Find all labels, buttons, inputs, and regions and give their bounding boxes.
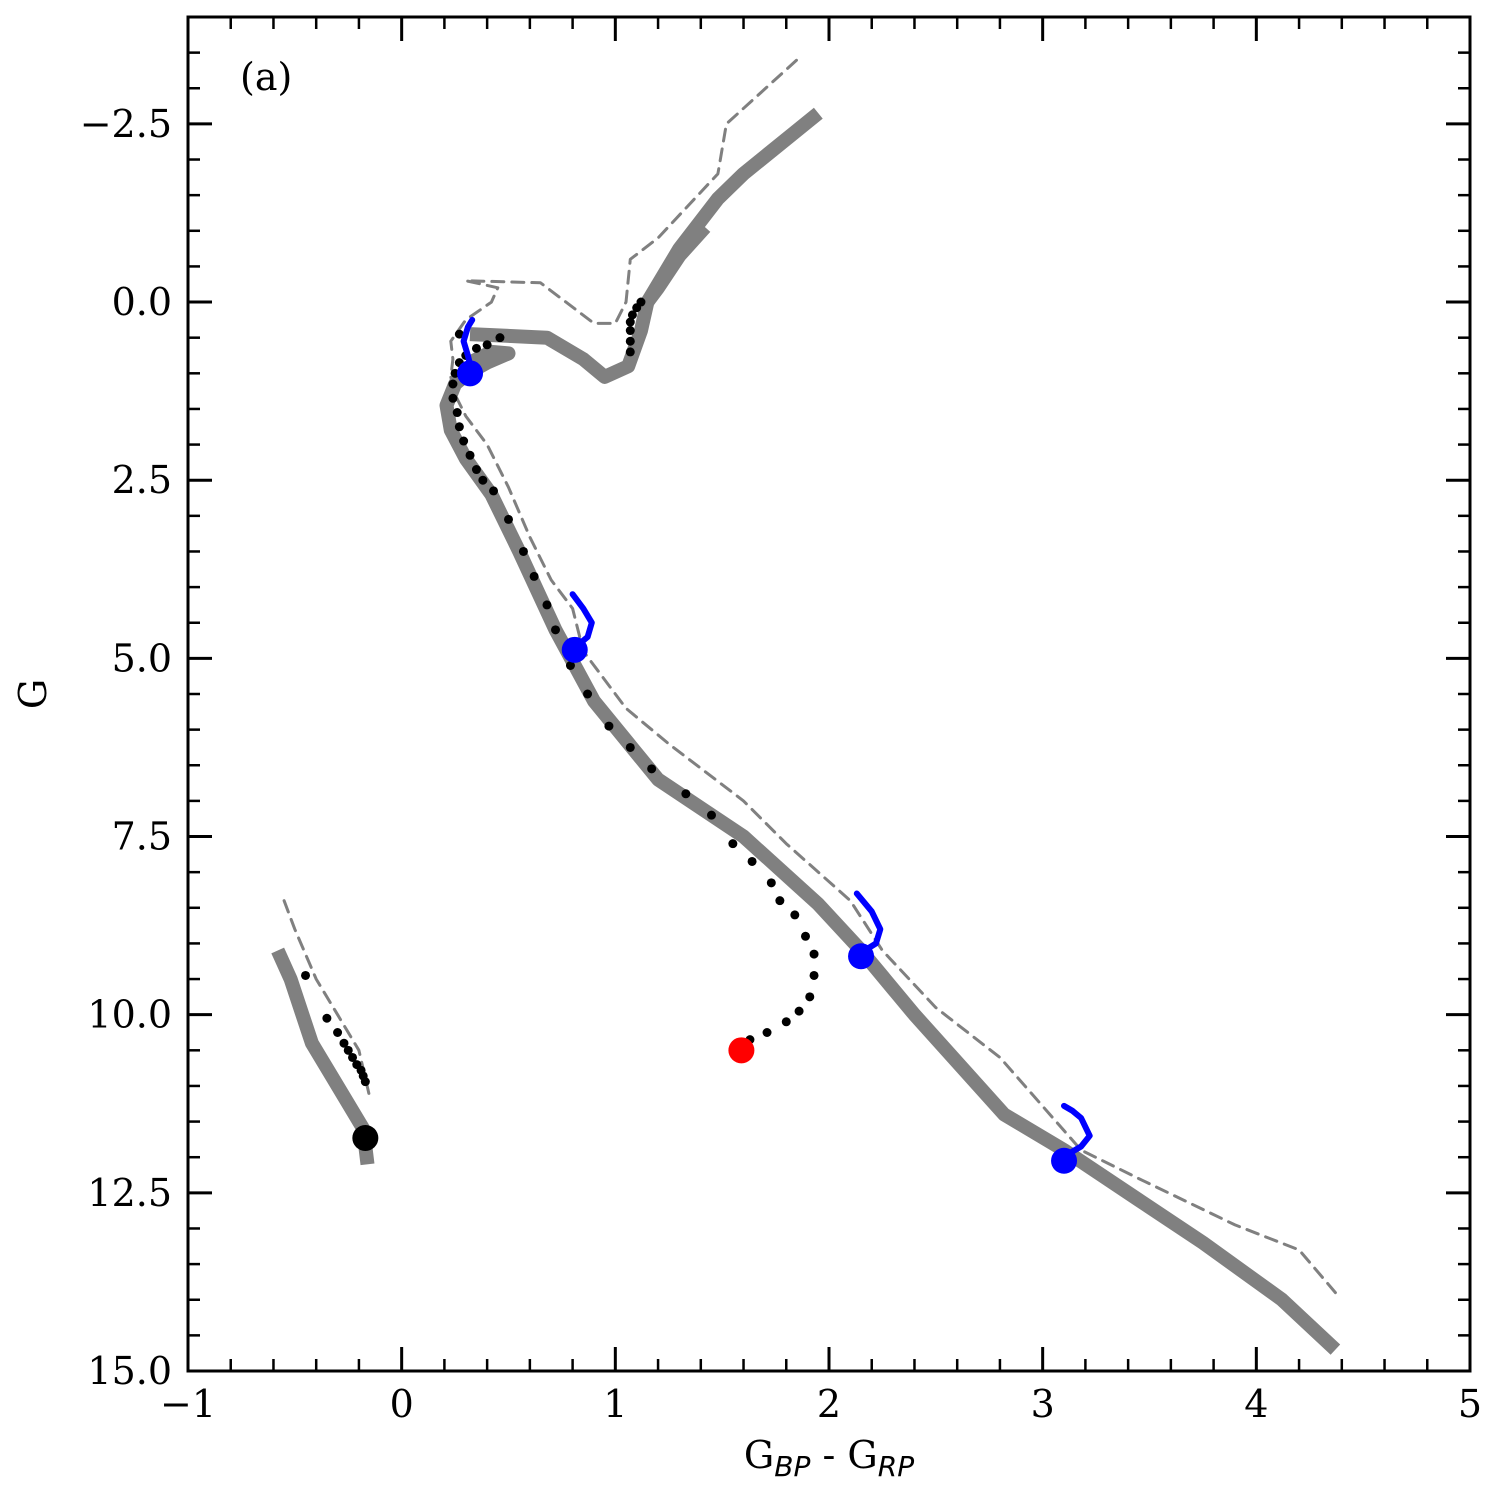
blue-marker-2 bbox=[848, 943, 875, 970]
x-label-sub-rp: RP bbox=[878, 1450, 914, 1483]
track-dot bbox=[360, 1077, 370, 1087]
blue-line-1 bbox=[1061, 1102, 1093, 1160]
track-dot bbox=[471, 343, 481, 353]
track-dot bbox=[794, 1006, 804, 1016]
x-label-g2: G bbox=[847, 1433, 877, 1477]
track-dot bbox=[489, 486, 499, 496]
track-dot bbox=[301, 970, 311, 980]
y-tick-label: 0.0 bbox=[112, 280, 172, 324]
track-dot bbox=[766, 878, 776, 888]
x-tick-label: 1 bbox=[603, 1382, 627, 1426]
track-dot bbox=[478, 475, 488, 485]
dashed-line-1 bbox=[449, 58, 1337, 1295]
track-dot bbox=[343, 1045, 353, 1055]
y-tick-label: 10.0 bbox=[87, 993, 172, 1037]
y-tick-label: −2.5 bbox=[80, 102, 172, 146]
track-dot bbox=[465, 450, 475, 460]
x-tick-label: 3 bbox=[1031, 1382, 1055, 1426]
y-tick-label: 15.0 bbox=[87, 1349, 172, 1393]
track-dot bbox=[551, 625, 561, 635]
y-tick-label: 2.5 bbox=[112, 458, 172, 502]
track-dot bbox=[627, 310, 637, 320]
x-label-sub-bp: BP bbox=[774, 1450, 810, 1483]
x-label-g1: G bbox=[744, 1433, 774, 1477]
track-dot bbox=[781, 1017, 791, 1027]
track-dot bbox=[459, 436, 469, 446]
track-dot bbox=[762, 1028, 772, 1037]
track-dot bbox=[583, 689, 593, 699]
blue-marker-4 bbox=[457, 360, 484, 387]
track-dot bbox=[681, 789, 691, 799]
dashed-line-2 bbox=[282, 899, 372, 1099]
track-dot bbox=[790, 910, 800, 920]
x-tick-label: −1 bbox=[160, 1382, 216, 1426]
track-dot bbox=[454, 422, 464, 432]
x-axis-label: GBP - GRP bbox=[744, 1433, 914, 1483]
track-dot bbox=[448, 379, 458, 389]
track-dot bbox=[647, 764, 657, 774]
track-dot bbox=[625, 326, 635, 336]
track-dot bbox=[518, 546, 528, 556]
red-marker-5 bbox=[728, 1037, 755, 1064]
track-dot bbox=[471, 465, 481, 475]
y-tick-label: 12.5 bbox=[87, 1171, 172, 1215]
thick-line-1 bbox=[439, 344, 1341, 1355]
track-dot bbox=[333, 1028, 343, 1037]
track-dot bbox=[452, 408, 462, 418]
x-tick-label: 2 bbox=[817, 1382, 841, 1426]
track-dot bbox=[604, 721, 614, 731]
panel-label: (a) bbox=[240, 55, 292, 99]
track-dot bbox=[542, 600, 552, 610]
track-dot bbox=[747, 856, 757, 866]
track-dot bbox=[625, 336, 635, 346]
y-tick-label: 5.0 bbox=[112, 636, 172, 680]
track-dot bbox=[625, 317, 635, 327]
x-label-sep: - bbox=[810, 1433, 847, 1477]
plot-frame bbox=[186, 15, 1472, 1373]
track-dot bbox=[529, 571, 539, 581]
tick-layer: −1 0 1 2 3 4 5 −2.5 0.0 2.5 5.0 7.5 10.0 12.5 15.0 bbox=[80, 15, 1482, 1426]
track-dot bbox=[805, 992, 815, 1002]
data-layer bbox=[271, 58, 1341, 1355]
track-dot bbox=[809, 949, 819, 959]
track-dot bbox=[339, 1038, 349, 1048]
track-dot bbox=[504, 514, 513, 524]
track-dot bbox=[482, 340, 492, 350]
blue-line-2 bbox=[853, 890, 884, 956]
track-dot bbox=[454, 329, 464, 339]
track-dot bbox=[636, 297, 646, 307]
track-dot bbox=[495, 333, 505, 343]
track-dot bbox=[706, 810, 716, 820]
track-dot bbox=[625, 347, 635, 357]
x-tick-label: 5 bbox=[1458, 1382, 1482, 1426]
track-dot bbox=[322, 1013, 332, 1023]
end-marker-6 bbox=[352, 1124, 379, 1151]
x-tick-label: 4 bbox=[1244, 1382, 1268, 1426]
track-dot bbox=[800, 931, 810, 941]
x-tick-label: 0 bbox=[390, 1382, 414, 1426]
track-dot bbox=[565, 660, 575, 670]
track-dot bbox=[809, 970, 819, 980]
track-dot bbox=[625, 742, 635, 752]
track-dot bbox=[728, 839, 738, 849]
track-dot bbox=[775, 896, 785, 906]
track-dot bbox=[348, 1052, 358, 1062]
track-dot bbox=[448, 393, 458, 403]
blue-marker-1 bbox=[1051, 1147, 1078, 1174]
blue-marker-3 bbox=[561, 636, 588, 663]
y-axis-label: G bbox=[11, 679, 55, 709]
thick-line-3 bbox=[641, 107, 823, 306]
y-tick-label: 7.5 bbox=[112, 815, 172, 859]
